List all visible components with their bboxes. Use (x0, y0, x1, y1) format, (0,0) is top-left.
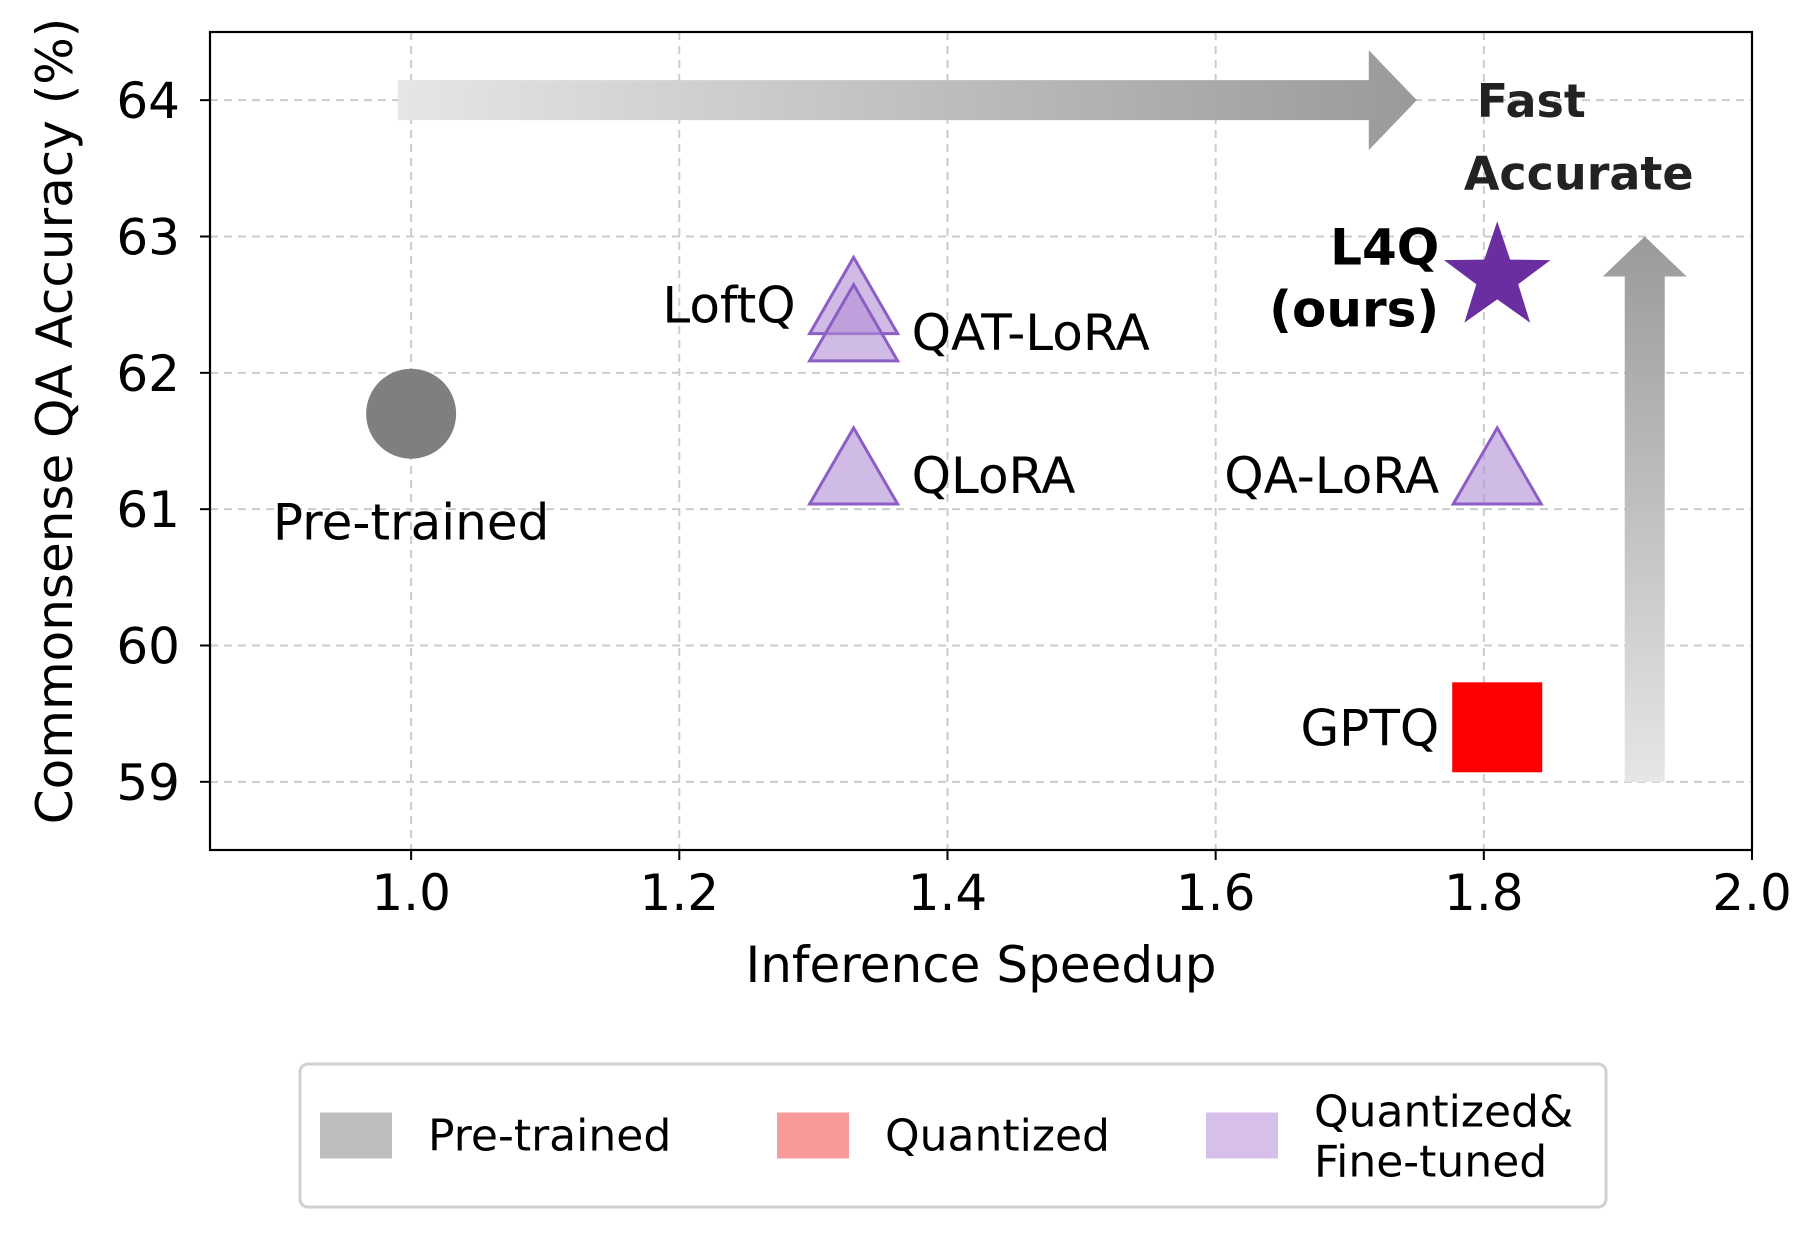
y-tick-label: 60 (116, 618, 180, 676)
legend: Pre-trained Quantized Quantized& Fine-tuned (298, 1062, 1608, 1209)
point-labels: Pre-trained LoftQ QAT-LoRA QLoRA QA-LoRA GPTQ… (273, 218, 1439, 757)
point-label: Pre-trained (273, 494, 549, 552)
x-tick-label: 1.2 (640, 864, 720, 922)
marker-gptq (1452, 682, 1543, 773)
y-tick-label: 59 (116, 754, 180, 812)
y-tick-label: 63 (116, 209, 180, 267)
point-label-line: L4Q (1330, 218, 1439, 276)
axis-ticks: 1.0 1.2 1.4 1.6 1.8 2.0 59 60 61 62 63 64 (116, 72, 1791, 922)
legend-label: Quantized& Fine-tuned (1314, 1087, 1573, 1188)
point-label-line: QLoRA (912, 447, 1076, 505)
marker-l4q (1443, 221, 1551, 323)
legend-swatch (1206, 1112, 1278, 1159)
point-label-line: GPTQ (1300, 699, 1439, 757)
y-axis-label: Commonsense QA Accuracy (%) (26, 18, 84, 825)
legend-label-line: Quantized& (1314, 1087, 1573, 1138)
legend-label-line: Pre-trained (428, 1111, 671, 1162)
marker-pre-trained (366, 368, 457, 459)
data-marks (366, 221, 1551, 773)
x-axis-label: Inference Speedup (745, 936, 1216, 994)
accurate-arrow (1602, 236, 1687, 782)
legend-label: Quantized (885, 1111, 1110, 1162)
x-tick-label: 1.6 (1176, 864, 1256, 922)
y-tick-label: 64 (116, 72, 180, 130)
y-tick-label: 61 (116, 481, 180, 539)
point-label: LoftQ (662, 277, 795, 335)
point-label: QA-LoRA (1224, 447, 1439, 505)
point-label: L4Q (ours) (1269, 218, 1439, 338)
plot-frame (208, 30, 1754, 852)
legend-label-line: Quantized (885, 1111, 1110, 1162)
x-tick-label: 1.4 (908, 864, 988, 922)
point-label-line: QAT-LoRA (912, 304, 1150, 362)
fast-label: Fast (1477, 74, 1586, 128)
point-label-line: LoftQ (662, 277, 795, 335)
x-tick-label: 1.0 (371, 864, 451, 922)
fast-arrow (397, 50, 1417, 151)
point-label: QAT-LoRA (912, 304, 1150, 362)
point-label: GPTQ (1300, 699, 1439, 757)
x-tick-label: 2.0 (1712, 864, 1792, 922)
point-label-line: Pre-trained (273, 494, 549, 552)
marker-qat-lora (807, 281, 901, 363)
legend-label-line: Fine-tuned (1314, 1137, 1547, 1188)
annotation-arrows: Fast Accurate (397, 50, 1694, 782)
marker-qa-lora (1450, 424, 1544, 506)
y-tick-label: 62 (116, 345, 180, 403)
accurate-label: Accurate (1464, 147, 1694, 201)
x-tick-label: 1.8 (1444, 864, 1524, 922)
point-label-line: QA-LoRA (1224, 447, 1439, 505)
legend-swatch (777, 1112, 849, 1159)
legend-swatch (320, 1112, 392, 1159)
point-label: QLoRA (912, 447, 1076, 505)
point-label-line: (ours) (1269, 280, 1439, 338)
marker-qlora (807, 424, 901, 506)
legend-label: Pre-trained (428, 1111, 671, 1162)
legend-box (298, 1062, 1608, 1209)
